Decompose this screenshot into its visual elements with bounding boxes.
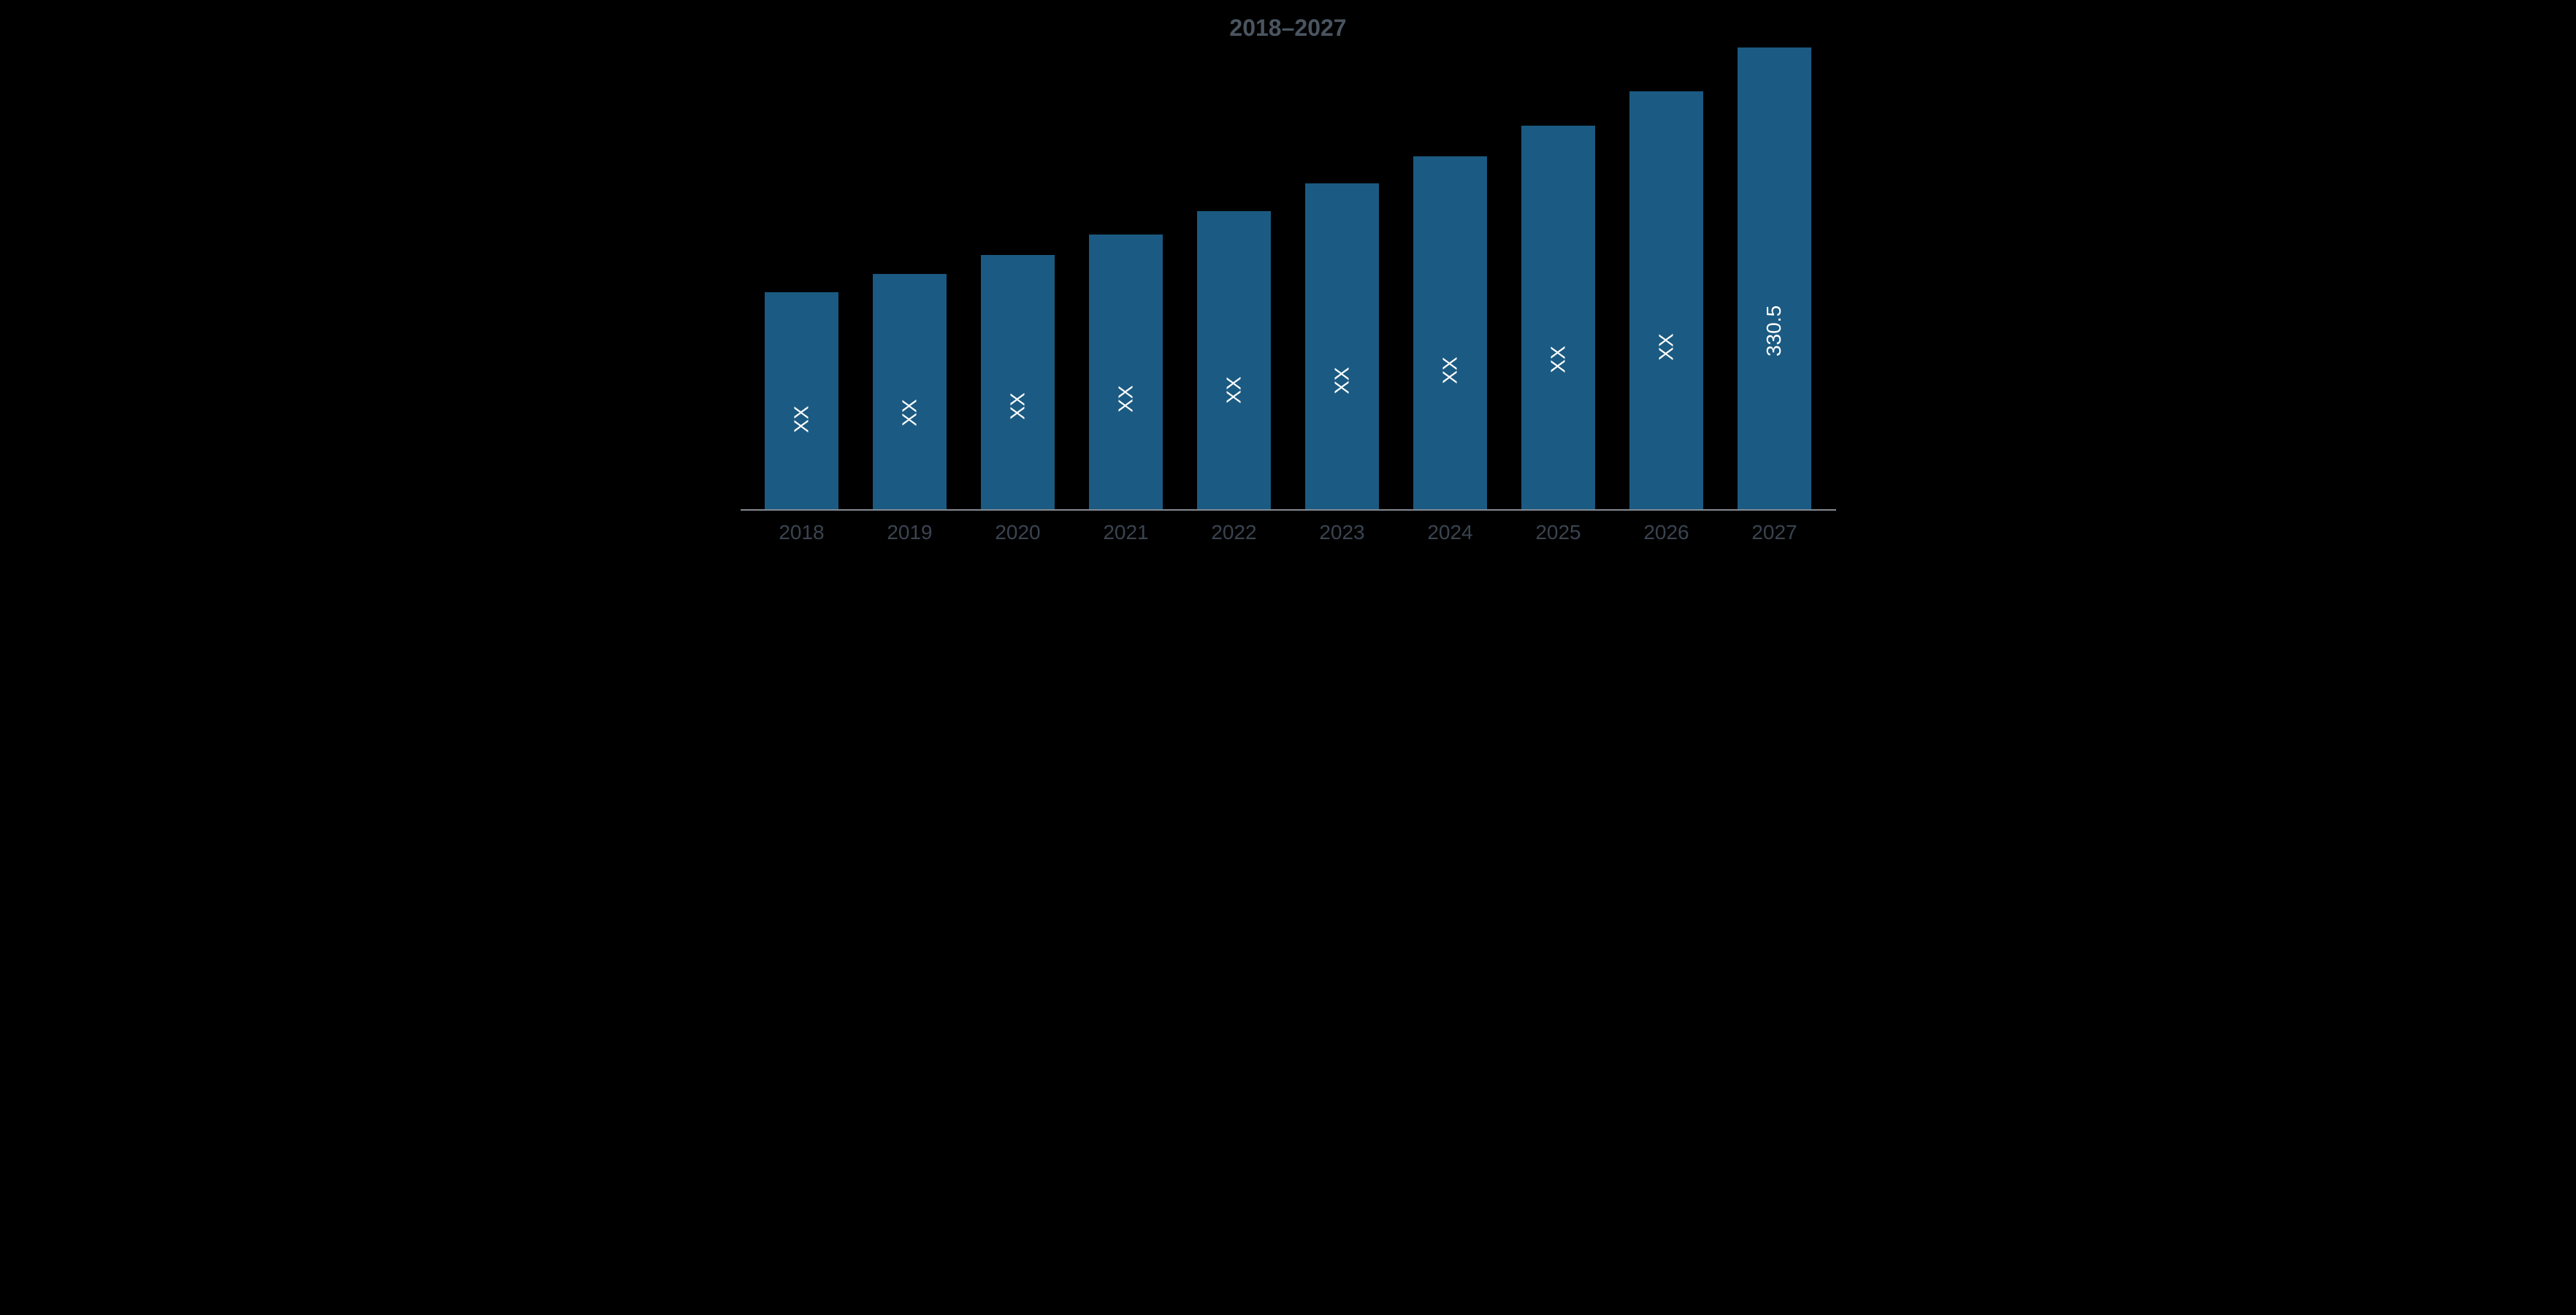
bar-value-label: XX <box>1114 385 1137 412</box>
bar-value-label: XX <box>898 399 921 426</box>
x-tick-label: 2026 <box>1613 521 1721 544</box>
bar-value-label: XX <box>790 405 813 432</box>
bar: XX <box>1629 91 1703 509</box>
bar-value-label: 330.5 <box>1762 305 1786 357</box>
bar-group: XX <box>1613 47 1721 509</box>
bar-group: XX <box>1288 47 1396 509</box>
bar: XX <box>765 292 838 509</box>
bar-group: XX <box>1396 47 1505 509</box>
bar-value-label: XX <box>1438 357 1461 384</box>
x-axis: 2018201920202021202220232024202520262027 <box>741 511 1836 544</box>
x-tick-label: 2020 <box>964 521 1072 544</box>
bar: XX <box>1089 235 1163 509</box>
x-tick-label: 2018 <box>748 521 856 544</box>
x-tick-label: 2027 <box>1721 521 1829 544</box>
bar-group: XX <box>1180 47 1288 509</box>
bar: XX <box>873 274 947 509</box>
x-tick-label: 2023 <box>1288 521 1396 544</box>
bar-value-label: XX <box>1222 377 1245 404</box>
plot-area: XX XX XX XX XX XX XX XX XX 330.5 <box>741 47 1836 511</box>
bar: XX <box>1305 183 1379 509</box>
bar-group: XX <box>1505 47 1613 509</box>
x-tick-label: 2021 <box>1072 521 1180 544</box>
chart-title: 2018–2027 <box>1229 15 1346 42</box>
bar: XX <box>1521 126 1595 509</box>
bar-value-label: XX <box>1330 367 1353 394</box>
bar-value-label: XX <box>1546 346 1570 373</box>
bar-group: XX <box>1072 47 1180 509</box>
bar: XX <box>1413 156 1487 509</box>
bar: XX <box>1197 211 1271 509</box>
bar: XX <box>981 255 1055 509</box>
bar-chart: XX XX XX XX XX XX XX XX XX 330.5 2018201920202021… <box>741 47 1836 544</box>
bar-group: XX <box>964 47 1072 509</box>
bar-value-label: XX <box>1654 333 1678 360</box>
bar-value-label: XX <box>1006 392 1029 419</box>
x-tick-label: 2019 <box>856 521 964 544</box>
bar-group: 330.5 <box>1721 47 1829 509</box>
bar-group: XX <box>748 47 856 509</box>
bar-group: XX <box>856 47 964 509</box>
x-tick-label: 2024 <box>1396 521 1505 544</box>
x-tick-label: 2022 <box>1180 521 1288 544</box>
x-tick-label: 2025 <box>1505 521 1613 544</box>
bar: 330.5 <box>1738 47 1811 509</box>
